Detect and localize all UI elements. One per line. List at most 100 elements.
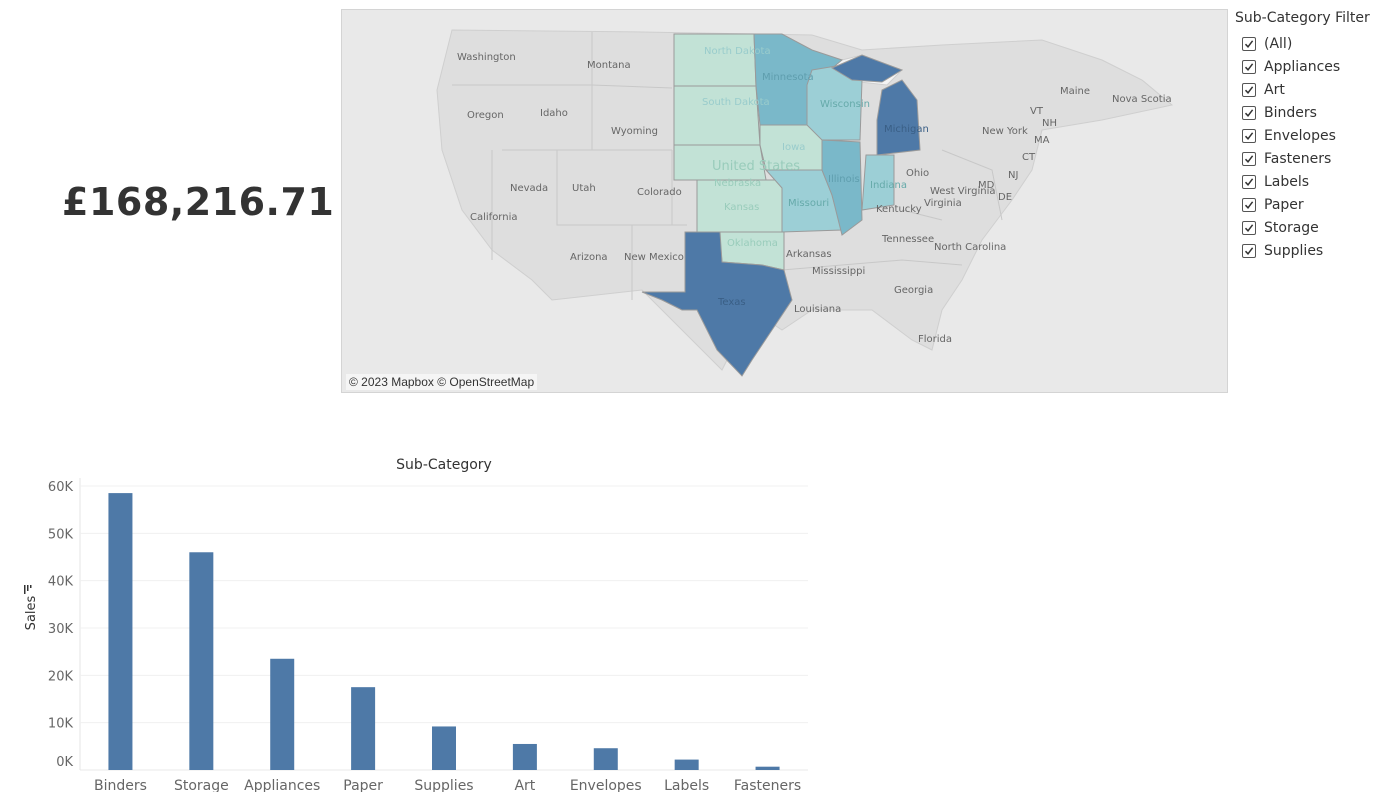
y-tick-label: 50K (48, 527, 74, 542)
map-label: Maine (1060, 86, 1090, 97)
filter-item[interactable]: Envelopes (1235, 124, 1395, 147)
map-label: Oregon (467, 110, 504, 121)
checkbox[interactable] (1242, 59, 1256, 74)
checkmark-icon (1244, 131, 1254, 140)
map-label: MD (978, 180, 995, 191)
x-tick-label: Art (514, 778, 535, 792)
map-label: MA (1034, 135, 1050, 146)
checkbox[interactable] (1242, 82, 1256, 97)
y-tick-label: 40K (48, 575, 74, 590)
checkbox[interactable] (1242, 151, 1256, 166)
map-label: Kentucky (876, 204, 922, 215)
map-label: VT (1030, 106, 1044, 117)
state-michigan-upper (830, 54, 904, 83)
map-label: West Virginia (930, 186, 995, 197)
x-tick-label: Paper (343, 778, 383, 792)
checkmark-icon (1244, 200, 1254, 209)
filter-item-label: Fasteners (1264, 150, 1332, 167)
map-label: Wyoming (611, 126, 658, 137)
checkbox[interactable] (1242, 220, 1256, 235)
filter-item[interactable]: Labels (1235, 170, 1395, 193)
filter-item-label: (All) (1264, 35, 1293, 52)
bar (270, 658, 295, 770)
filter-item[interactable]: Binders (1235, 101, 1395, 124)
filter-item-label: Binders (1264, 104, 1317, 121)
checkbox[interactable] (1242, 105, 1256, 120)
checkmark-icon (1244, 223, 1254, 232)
map-label: Mississippi (812, 266, 865, 277)
checkmark-icon (1244, 39, 1254, 48)
checkbox[interactable] (1242, 174, 1256, 189)
y-tick-label: 30K (48, 622, 74, 637)
filter-item[interactable]: Appliances (1235, 55, 1395, 78)
bar (108, 493, 133, 770)
total-sales-kpi: £168,216.71 (62, 180, 335, 224)
map-attribution[interactable]: © 2023 Mapbox © OpenStreetMap (346, 374, 538, 390)
state-north-dakota (673, 33, 757, 87)
map-label: Utah (572, 183, 596, 194)
filter-item[interactable]: Art (1235, 78, 1395, 101)
map-label: Washington (457, 52, 516, 63)
state-illinois (821, 139, 863, 236)
sales-bar-chart: Sub-Category 0K 10K 20K 30K 40K 50K 60K Sales Bin… (0, 448, 820, 794)
state-indiana (861, 154, 895, 211)
x-tick-label: Supplies (414, 778, 473, 792)
checkmark-icon (1244, 62, 1254, 71)
bar (189, 552, 214, 770)
map-label: Georgia (894, 285, 933, 296)
map-label: DE (998, 192, 1012, 203)
filter-item[interactable]: (All) (1235, 32, 1395, 55)
bar (351, 687, 376, 770)
bar (512, 743, 537, 770)
map-label: United States (712, 159, 800, 174)
checkbox[interactable] (1242, 243, 1256, 258)
map-canvas: Washington Montana North Dakota South Da… (436, 29, 1174, 377)
y-tick-label: 0K (56, 755, 73, 770)
filter-item[interactable]: Paper (1235, 193, 1395, 216)
sub-category-filter: Sub-Category Filter (All) Appliances Art Bi… (1235, 10, 1395, 262)
map-label: Ohio (906, 168, 929, 179)
map-label: Idaho (540, 108, 568, 119)
map-label: New Mexico (624, 252, 684, 263)
checkbox[interactable] (1242, 197, 1256, 212)
y-tick-label: 10K (48, 717, 74, 732)
map-label: Michigan (884, 124, 929, 135)
checkmark-icon (1244, 108, 1254, 117)
filter-item-label: Storage (1264, 219, 1319, 236)
map-label: Indiana (870, 180, 907, 191)
map-label: NH (1042, 118, 1057, 129)
filter-item-label: Art (1264, 81, 1285, 98)
filter-item[interactable]: Storage (1235, 216, 1395, 239)
y-tick-label: 20K (48, 669, 74, 684)
map-label: Illinois (828, 174, 860, 185)
map-label: Texas (717, 297, 746, 308)
x-tick-label: Binders (94, 778, 147, 792)
filter-item-label: Labels (1264, 173, 1310, 190)
map-label: Wisconsin (820, 99, 870, 110)
bar-chart-svg: Sub-Category 0K 10K 20K 30K 40K 50K 60K Sales Bin… (24, 457, 808, 794)
checkbox[interactable] (1242, 36, 1256, 51)
map-label: Tennessee (881, 234, 934, 245)
map-label: North Dakota (704, 46, 771, 57)
map-label: Oklahoma (727, 238, 778, 249)
map-label: NJ (1008, 170, 1018, 181)
map-label: Minnesota (762, 72, 814, 83)
filter-item-label: Supplies (1264, 242, 1324, 259)
x-tick-label: Labels (664, 778, 709, 792)
filter-item[interactable]: Supplies (1235, 239, 1395, 262)
sales-map[interactable]: Washington Montana North Dakota South Da… (341, 9, 1228, 393)
checkbox[interactable] (1242, 128, 1256, 143)
state-michigan (876, 79, 921, 156)
map-label: Arizona (570, 252, 608, 263)
map-label: Colorado (637, 187, 682, 198)
bar (755, 766, 780, 770)
chart-title: Sub-Category (396, 457, 492, 473)
bar (593, 748, 618, 770)
y-axis-label: Sales (24, 595, 39, 630)
filter-item[interactable]: Fasteners (1235, 147, 1395, 170)
map-label: Arkansas (786, 249, 832, 260)
filter-item-label: Appliances (1264, 58, 1341, 75)
map-label: North Carolina (934, 242, 1006, 253)
map-label: Iowa (782, 142, 805, 153)
state-south-dakota (673, 85, 761, 146)
